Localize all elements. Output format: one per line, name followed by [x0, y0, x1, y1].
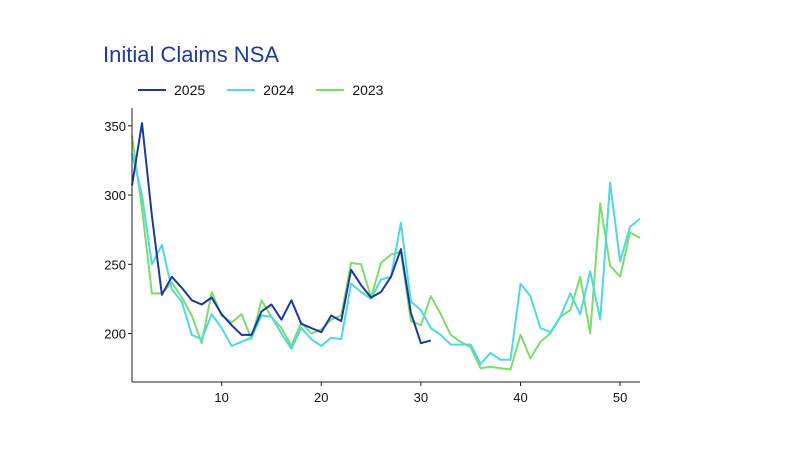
- series-line-2023: [131, 135, 641, 371]
- legend-label-2023: 2023: [352, 82, 384, 98]
- x-tick-label: 10: [214, 390, 228, 405]
- x-tick-label: 20: [314, 390, 328, 405]
- y-tick-label: 250: [104, 257, 126, 272]
- legend-swatch-2025: [138, 89, 166, 91]
- legend-swatch-2023: [316, 89, 345, 91]
- series-line-2024: [131, 153, 641, 365]
- y-tick-label: 300: [104, 188, 126, 203]
- legend-label-2024: 2024: [263, 82, 295, 98]
- series-layer: [131, 122, 641, 371]
- axis-layer: 200 250 300 350 10 20 30 40 50: [104, 108, 640, 405]
- legend-item-2025: 2025: [138, 82, 205, 98]
- series-line-2025: [131, 122, 432, 345]
- legend-label-2025: 2025: [174, 82, 206, 98]
- legend-item-2024: 2024: [227, 82, 294, 98]
- chart-legend: 2025 2024 2023: [138, 82, 383, 98]
- x-tick-label: 30: [414, 390, 428, 405]
- legend-item-2023: 2023: [316, 82, 383, 98]
- legend-swatch-2024: [227, 89, 256, 91]
- chart-title: Initial Claims NSA: [103, 42, 280, 67]
- y-tick-label: 200: [104, 327, 126, 342]
- x-tick-label: 40: [513, 390, 527, 405]
- x-tick-label: 50: [613, 390, 627, 405]
- y-tick-label: 350: [104, 119, 126, 134]
